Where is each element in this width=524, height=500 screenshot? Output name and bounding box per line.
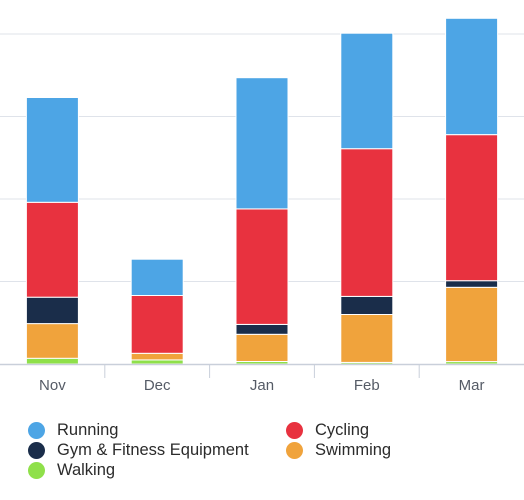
legend-label: Gym & Fitness Equipment [57,440,249,459]
bar-jan-swimming[interactable] [235,333,289,362]
legend-swatch [28,461,45,479]
legend-item-gym-fitness-equipment[interactable]: Gym & Fitness Equipment [28,440,249,460]
x-tick-label-dec: Dec [144,377,171,394]
x-axis: Nov Dec Jan Feb Mar [0,363,524,394]
bar-feb-gym-fitness-equipment[interactable] [340,295,394,315]
bar-mar-running[interactable] [445,17,499,136]
legend-swatch [286,421,303,439]
bar-dec-running[interactable] [130,258,184,297]
legend-swatch [28,441,45,459]
x-tick-label-mar: Mar [459,377,485,394]
legend-item-walking[interactable]: Walking [28,460,115,480]
legend-swatch [286,441,303,459]
legend-item-running[interactable]: Running [28,420,118,440]
legend: Running Cycling Gym & Fitness Equipment Swi… [0,412,524,492]
bar-feb-running[interactable] [340,32,394,150]
bar-jan-running[interactable] [235,77,289,210]
bar-jan-gym-fitness-equipment[interactable] [235,323,289,335]
legend-label: Running [57,420,119,439]
legend-item-cycling[interactable]: Cycling [286,420,369,440]
stacked-bar-chart: Nov Dec Jan Feb Mar [0,17,524,394]
legend-label: Swimming [315,440,392,459]
bar-mar-gym-fitness-equipment[interactable] [445,280,499,288]
bar-nov-running[interactable] [25,97,79,203]
bar-dec-walking[interactable] [130,359,184,365]
legend-item-swimming[interactable]: Swimming [286,440,391,460]
bar-mar-swimming[interactable] [445,286,499,363]
bar-nov-gym-fitness-equipment[interactable] [25,296,79,325]
bar-nov-walking[interactable] [25,357,79,365]
bar-dec-swimming[interactable] [130,352,184,361]
x-tick-label-feb: Feb [354,377,380,394]
bar-feb-cycling[interactable] [340,148,394,297]
bar-mar-cycling[interactable] [445,134,499,282]
bar-dec-cycling[interactable] [130,295,184,354]
bar-jan-cycling[interactable] [235,208,289,325]
bar-nov-swimming[interactable] [25,323,79,359]
x-tick-label-jan: Jan [250,377,274,394]
bar-feb-swimming[interactable] [340,314,394,363]
legend-swatch [28,421,45,439]
bars [25,17,499,365]
legend-label: Cycling [315,420,370,439]
bar-nov-cycling[interactable] [25,201,79,298]
legend-label: Walking [57,460,116,479]
x-tick-label-nov: Nov [39,377,66,394]
